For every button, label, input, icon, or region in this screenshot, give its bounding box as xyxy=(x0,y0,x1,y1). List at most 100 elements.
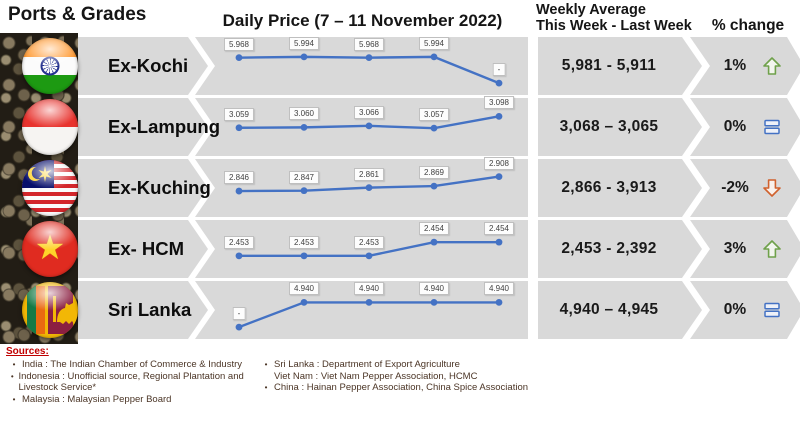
port-name: Ex-Kuching xyxy=(108,177,211,198)
data-label: 2.908 xyxy=(483,156,515,170)
data-point xyxy=(235,323,243,331)
data-point xyxy=(365,122,373,130)
data-point xyxy=(365,184,373,192)
port-name: Ex-Lampung xyxy=(108,116,221,137)
trend-equal-icon xyxy=(762,300,782,320)
bullet-icon: • xyxy=(10,371,14,381)
data-point xyxy=(365,252,373,260)
data-label: 4.940 xyxy=(288,282,320,296)
sri-lanka-flag-icon xyxy=(22,282,78,338)
weekly-average-band xyxy=(538,159,702,217)
percent-change-value: -2% xyxy=(721,179,749,196)
data-point xyxy=(430,299,438,306)
malaysia-flag-icon xyxy=(22,160,78,216)
weekly-average-band xyxy=(538,37,702,95)
data-label: 3.060 xyxy=(288,107,320,121)
data-label: 5.968 xyxy=(223,37,255,51)
data-label: 4.940 xyxy=(353,282,385,296)
percent-change-value: 0% xyxy=(723,301,747,318)
data-label: 3.057 xyxy=(418,108,450,122)
data-label: 2.869 xyxy=(418,166,450,180)
weekly-average-header: Weekly Average This Week - Last Week xyxy=(536,2,716,34)
vietnam-flag-icon: ★ xyxy=(22,221,78,277)
data-point xyxy=(235,187,243,195)
weekly-average-band xyxy=(538,98,702,156)
sparkline-cell: 2.453 2.453 2.453 2.454 2.454 xyxy=(195,220,528,278)
sparkline-cell: 5.968 5.994 5.968 5.994 - xyxy=(195,36,528,95)
data-label: 4.940 xyxy=(483,282,515,296)
port-label-band xyxy=(78,159,208,217)
data-label: 2.847 xyxy=(288,170,320,184)
port-label-band xyxy=(78,37,208,95)
data-point xyxy=(300,187,308,195)
data-point xyxy=(300,53,308,61)
data-label: 2.453 xyxy=(223,235,255,249)
data-label: 5.994 xyxy=(288,36,320,50)
sparkline-chart xyxy=(235,112,503,132)
data-point xyxy=(495,299,503,306)
data-label: 2.846 xyxy=(223,171,255,185)
source-text: China : Hainan Pepper Association, China… xyxy=(274,382,529,393)
port-label-band xyxy=(78,220,208,278)
bullet-icon xyxy=(258,371,274,383)
bullet-icon: • xyxy=(264,383,268,392)
table-row: Ex-Lampung 3.059 3.060 3.066 3.057 3.098 3,0… xyxy=(0,96,800,156)
list-item: • China : Hainan Pepper Association, Chin… xyxy=(258,382,538,394)
table-row: Ex-Kuching 2.846 2.847 2.861 2.869 2.908 2,8… xyxy=(0,156,800,217)
source-text: Viet Nam : Viet Nam Pepper Association, … xyxy=(274,370,478,382)
weekly-average-value: 3,068 – 3,065 xyxy=(559,118,659,135)
data-point xyxy=(300,299,308,306)
weekly-average-value: 2,453 - 2,392 xyxy=(561,240,657,257)
bullet-icon: • xyxy=(12,360,16,369)
data-label: 2.454 xyxy=(483,222,515,236)
bullet-icon: • xyxy=(12,394,16,404)
port-label-band xyxy=(78,98,208,156)
data-label: 4.940 xyxy=(418,282,450,296)
data-point xyxy=(365,54,373,62)
weekly-average-value: 4,940 – 4,945 xyxy=(559,301,659,318)
percent-change-header: % change xyxy=(711,17,785,34)
port-label-band xyxy=(78,281,208,339)
data-point xyxy=(495,173,503,180)
sources-left-column: • India : The Indian Chamber of Commerce … xyxy=(6,359,256,405)
data-point xyxy=(235,54,243,62)
weekly-average-header-line2: This Week - Last Week xyxy=(536,18,692,34)
data-label: 3.098 xyxy=(483,96,515,110)
data-point xyxy=(235,124,243,132)
sources-title: Sources: xyxy=(6,346,49,357)
weekly-average-band xyxy=(538,281,702,339)
data-label: 3.066 xyxy=(353,105,385,119)
orange-stripe xyxy=(36,286,45,334)
trend-equal-icon xyxy=(764,302,780,318)
crescent-star-icon xyxy=(28,166,52,182)
data-point xyxy=(300,252,308,260)
data-label: 3.059 xyxy=(223,107,255,121)
data-label: 2.454 xyxy=(418,222,450,236)
list-item: • India : The Indian Chamber of Commerce … xyxy=(6,359,256,371)
data-point xyxy=(495,112,503,120)
source-text: Indonesia : Unofficial source, Regional … xyxy=(18,370,244,394)
lion-icon xyxy=(53,296,78,324)
data-point xyxy=(430,124,438,132)
data-label: 2.861 xyxy=(353,167,385,181)
source-text: Malaysia : Malaysian Pepper Board xyxy=(22,393,172,405)
sparkline-cell: - 4.940 4.940 4.940 4.940 xyxy=(195,281,528,339)
sources-right-column: • Sri Lanka : Department of Export Agricu… xyxy=(258,359,538,394)
ports-grades-header: Ports & Grades xyxy=(8,4,147,25)
data-label: 2.453 xyxy=(288,235,320,249)
data-point xyxy=(495,238,503,246)
trend-equal-icon xyxy=(764,119,780,135)
data-point xyxy=(365,299,373,306)
daily-price-header: Daily Price (7 – 11 November 2022) xyxy=(222,11,503,30)
list-item: • Sri Lanka : Department of Export Agricu… xyxy=(258,359,538,371)
data-label: 5.994 xyxy=(418,36,450,50)
trend-up-icon xyxy=(762,56,782,76)
sparkline-cell: 2.846 2.847 2.861 2.869 2.908 xyxy=(195,156,528,217)
sources-section: Sources: • India : The Indian Chamber of … xyxy=(6,346,786,405)
weekly-average-band xyxy=(538,220,702,278)
maroon-field xyxy=(48,286,78,334)
source-text: India : The Indian Chamber of Commerce &… xyxy=(22,359,243,370)
trend-up-icon xyxy=(763,57,781,75)
trend-up-icon xyxy=(762,239,782,259)
sparkline-chart xyxy=(235,238,503,260)
